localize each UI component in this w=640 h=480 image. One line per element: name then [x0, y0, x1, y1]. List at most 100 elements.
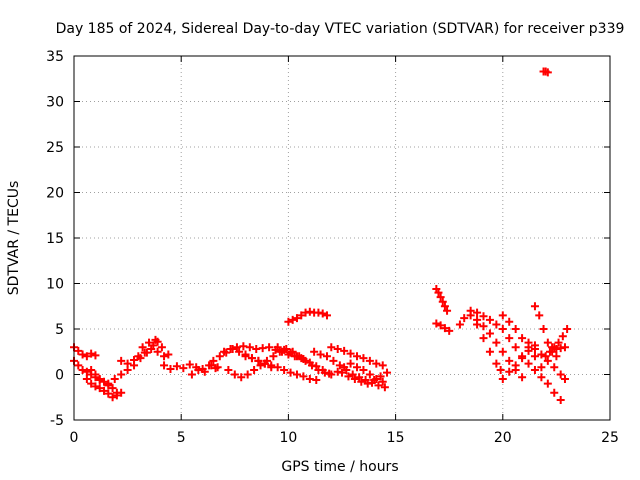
data-point — [492, 359, 501, 368]
data-point — [353, 352, 362, 361]
data-point — [505, 367, 514, 376]
data-point — [455, 320, 464, 329]
data-point — [530, 352, 539, 361]
x-tick-labels: 0 5 10 15 20 25 — [70, 430, 619, 446]
data-point — [87, 379, 96, 388]
data-point — [535, 311, 544, 320]
data-point — [473, 320, 482, 329]
y-tick-labels: -5 0 5 10 15 20 25 30 35 — [46, 49, 64, 429]
data-point — [110, 375, 119, 384]
data-point — [275, 347, 284, 356]
data-point — [117, 356, 126, 365]
data-point — [78, 350, 87, 359]
data-point — [318, 309, 327, 318]
data-point — [100, 377, 109, 386]
data-point — [297, 311, 306, 320]
data-point — [498, 311, 507, 320]
data-point — [134, 352, 143, 361]
data-point — [123, 359, 132, 368]
data-point — [226, 345, 235, 354]
data-point — [172, 362, 181, 371]
data-point — [95, 384, 104, 393]
data-point — [346, 349, 355, 358]
data-point — [378, 361, 387, 370]
data-point — [215, 352, 224, 361]
data-point — [256, 361, 265, 370]
data-point — [492, 320, 501, 329]
data-point — [273, 363, 282, 372]
data-point — [224, 365, 233, 374]
data-point — [200, 367, 209, 376]
data-point — [292, 370, 301, 379]
grid-lines — [74, 56, 610, 420]
data-point — [245, 343, 254, 352]
data-point — [235, 347, 244, 356]
data-point — [524, 346, 533, 355]
data-point — [537, 350, 546, 359]
data-point — [104, 381, 113, 390]
data-point — [558, 332, 567, 341]
data-point — [187, 370, 196, 379]
data-point — [543, 68, 552, 77]
data-point — [108, 393, 117, 402]
data-point — [365, 370, 374, 379]
data-point — [269, 352, 278, 361]
data-point — [359, 365, 368, 374]
data-point — [539, 325, 548, 333]
data-point — [286, 348, 295, 357]
data-point — [552, 352, 561, 361]
y-tick-label: 5 — [55, 322, 64, 338]
data-point — [554, 338, 563, 347]
data-point — [556, 370, 565, 379]
data-point — [350, 375, 359, 384]
data-point — [209, 356, 218, 365]
data-point — [320, 368, 329, 377]
data-point — [530, 345, 539, 354]
data-point — [164, 350, 173, 359]
data-point — [511, 361, 520, 370]
data-point — [153, 347, 162, 356]
data-point — [166, 365, 175, 374]
y-tick-label: 0 — [55, 368, 64, 384]
data-point — [322, 311, 331, 320]
x-tick-label: 25 — [601, 430, 619, 446]
data-point — [543, 338, 552, 347]
data-point — [518, 354, 527, 363]
data-point — [496, 365, 505, 374]
data-point — [363, 379, 372, 388]
data-point — [254, 356, 263, 365]
data-point — [479, 312, 488, 321]
y-tick-label: 35 — [46, 49, 64, 65]
data-point — [247, 354, 256, 363]
data-point — [207, 361, 216, 370]
data-point — [295, 352, 304, 361]
data-point — [179, 364, 188, 373]
data-point — [485, 347, 494, 356]
data-point — [78, 365, 87, 374]
data-point — [151, 335, 160, 344]
data-point — [436, 293, 445, 302]
data-point — [286, 368, 295, 377]
data-point — [378, 377, 387, 386]
data-point — [348, 370, 357, 379]
data-point — [530, 302, 539, 311]
data-point — [485, 329, 494, 338]
data-point — [280, 365, 289, 374]
data-point — [550, 388, 559, 397]
data-point — [284, 317, 293, 326]
data-point — [436, 321, 445, 330]
x-tick-label: 5 — [177, 430, 186, 446]
data-point — [543, 379, 552, 388]
data-point — [316, 350, 325, 359]
data-point — [550, 363, 559, 372]
data-point — [511, 343, 520, 352]
data-point — [185, 360, 194, 369]
y-tick-label: 15 — [46, 231, 64, 247]
x-axis-label: GPS time / hours — [281, 459, 398, 475]
data-point — [108, 384, 117, 393]
axes — [73, 55, 611, 421]
data-point — [524, 338, 533, 347]
x-tick-label: 0 — [70, 430, 79, 446]
data-point — [95, 375, 104, 384]
